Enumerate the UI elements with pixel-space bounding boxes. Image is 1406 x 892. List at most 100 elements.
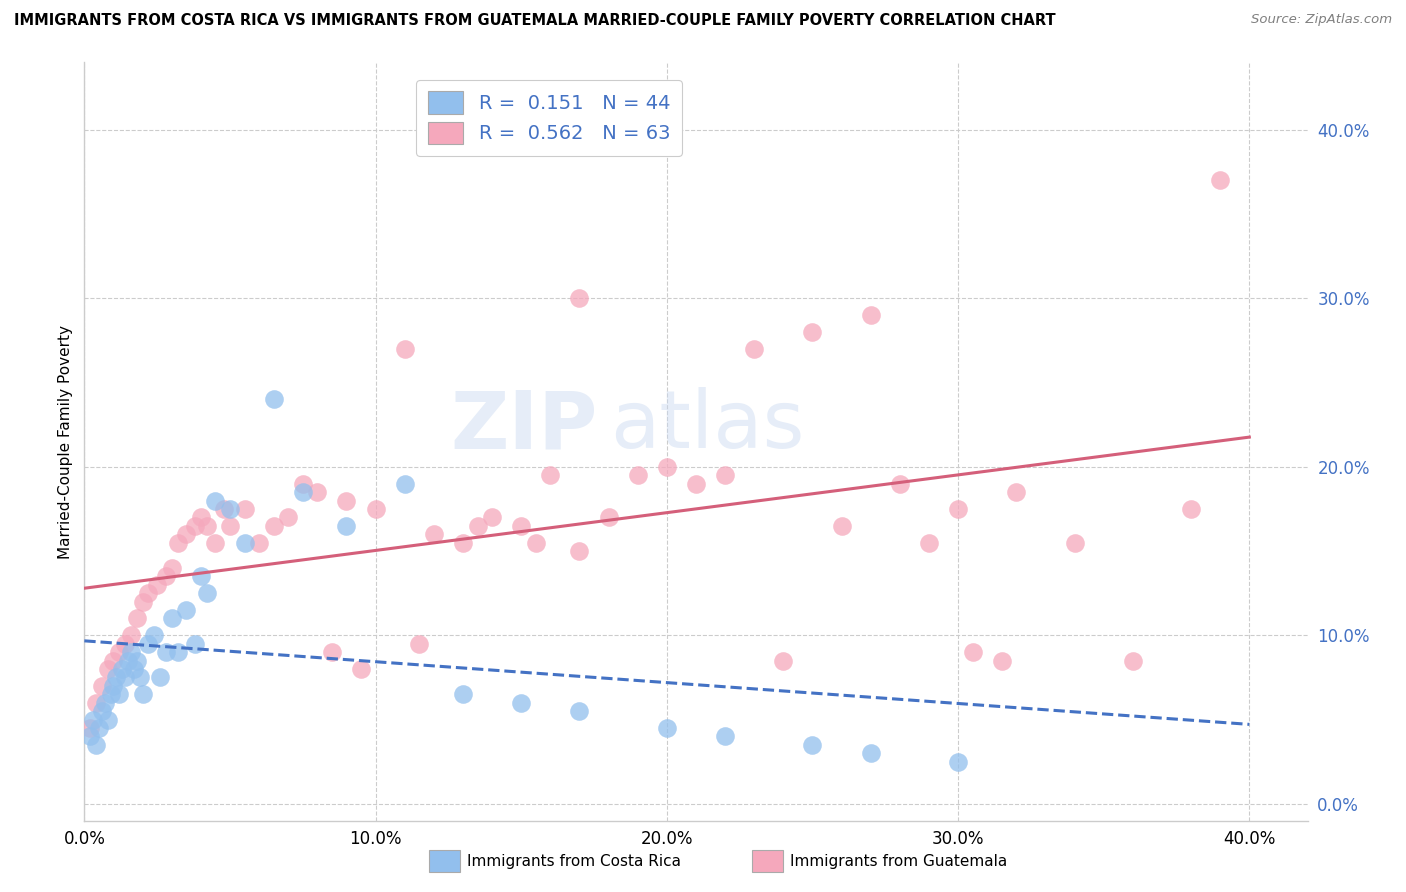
Point (946, 755, 969, 769)
Point (111, 662, 134, 676)
Point (90, 704, 112, 718)
Point (481, 510, 503, 524)
Point (350, 662, 373, 676)
Point (143, 628, 166, 642)
Point (714, 730, 737, 744)
Point (962, 645, 984, 659)
Point (103, 654, 125, 668)
Point (335, 493, 357, 508)
Point (568, 291, 591, 305)
Point (1005, 485, 1028, 500)
Point (918, 535, 941, 549)
Text: Immigrants from Costa Rica: Immigrants from Costa Rica (467, 855, 681, 869)
Point (87, 721, 110, 735)
Point (184, 637, 207, 651)
Point (108, 645, 131, 659)
Point (510, 518, 533, 533)
Point (90, 679, 112, 693)
Point (108, 687, 131, 701)
Point (655, 721, 678, 735)
Point (1209, 173, 1232, 187)
Point (291, 485, 314, 500)
Point (801, 738, 824, 752)
Point (1180, 502, 1202, 516)
Point (321, 645, 343, 659)
Point (991, 654, 1014, 668)
Point (120, 645, 142, 659)
Point (394, 476, 416, 491)
Point (114, 637, 136, 651)
Point (149, 670, 172, 684)
Point (335, 518, 357, 533)
Point (233, 502, 256, 516)
Point (184, 518, 207, 533)
Point (195, 518, 218, 533)
Point (166, 535, 188, 549)
Point (122, 662, 145, 676)
Point (146, 578, 169, 592)
Point (568, 704, 591, 718)
Point (128, 670, 150, 684)
Point (538, 468, 561, 483)
Point (685, 476, 707, 491)
Point (204, 493, 226, 508)
Point (105, 670, 128, 684)
Point (801, 325, 824, 339)
Point (125, 654, 148, 668)
Point (190, 510, 212, 524)
Point (219, 518, 242, 533)
Point (467, 518, 489, 533)
Point (524, 535, 547, 549)
Point (1063, 535, 1085, 549)
Point (79, 721, 101, 735)
Point (138, 637, 160, 651)
Point (155, 569, 177, 583)
Point (117, 654, 139, 668)
Y-axis label: Married-Couple Family Poverty: Married-Couple Family Poverty (58, 325, 73, 558)
Point (1122, 654, 1144, 668)
Point (946, 502, 969, 516)
Point (772, 654, 794, 668)
Point (131, 687, 153, 701)
Point (166, 645, 188, 659)
Point (451, 687, 474, 701)
Text: Source: ZipAtlas.com: Source: ZipAtlas.com (1251, 13, 1392, 27)
Point (204, 535, 226, 549)
Point (263, 392, 285, 407)
Point (160, 561, 183, 575)
Point (889, 476, 911, 491)
Point (79, 730, 101, 744)
Point (408, 637, 430, 651)
Point (155, 645, 177, 659)
Point (93, 696, 115, 710)
Point (97, 713, 120, 727)
Point (195, 586, 218, 600)
Point (627, 468, 650, 483)
Text: ZIP: ZIP (451, 387, 598, 466)
Point (394, 342, 416, 356)
Point (174, 603, 197, 617)
Point (423, 527, 446, 541)
Point (831, 518, 853, 533)
Text: Immigrants from Guatemala: Immigrants from Guatemala (790, 855, 1008, 869)
Point (160, 611, 183, 625)
Point (100, 687, 122, 701)
Point (82, 713, 104, 727)
Point (568, 544, 591, 558)
Legend: R =  0.151   N = 44, R =  0.562   N = 63: R = 0.151 N = 44, R = 0.562 N = 63 (416, 79, 682, 156)
Point (219, 502, 242, 516)
Point (114, 670, 136, 684)
Point (364, 502, 387, 516)
Point (125, 611, 148, 625)
Point (451, 535, 474, 549)
Point (131, 594, 153, 608)
Point (84, 696, 107, 710)
Point (233, 535, 256, 549)
Point (212, 502, 235, 516)
Point (277, 510, 299, 524)
Point (97, 662, 120, 676)
Text: IMMIGRANTS FROM COSTA RICA VS IMMIGRANTS FROM GUATEMALA MARRIED-COUPLE FAMILY PO: IMMIGRANTS FROM COSTA RICA VS IMMIGRANTS… (14, 13, 1056, 29)
Point (742, 342, 765, 356)
Point (510, 696, 533, 710)
Point (174, 527, 197, 541)
